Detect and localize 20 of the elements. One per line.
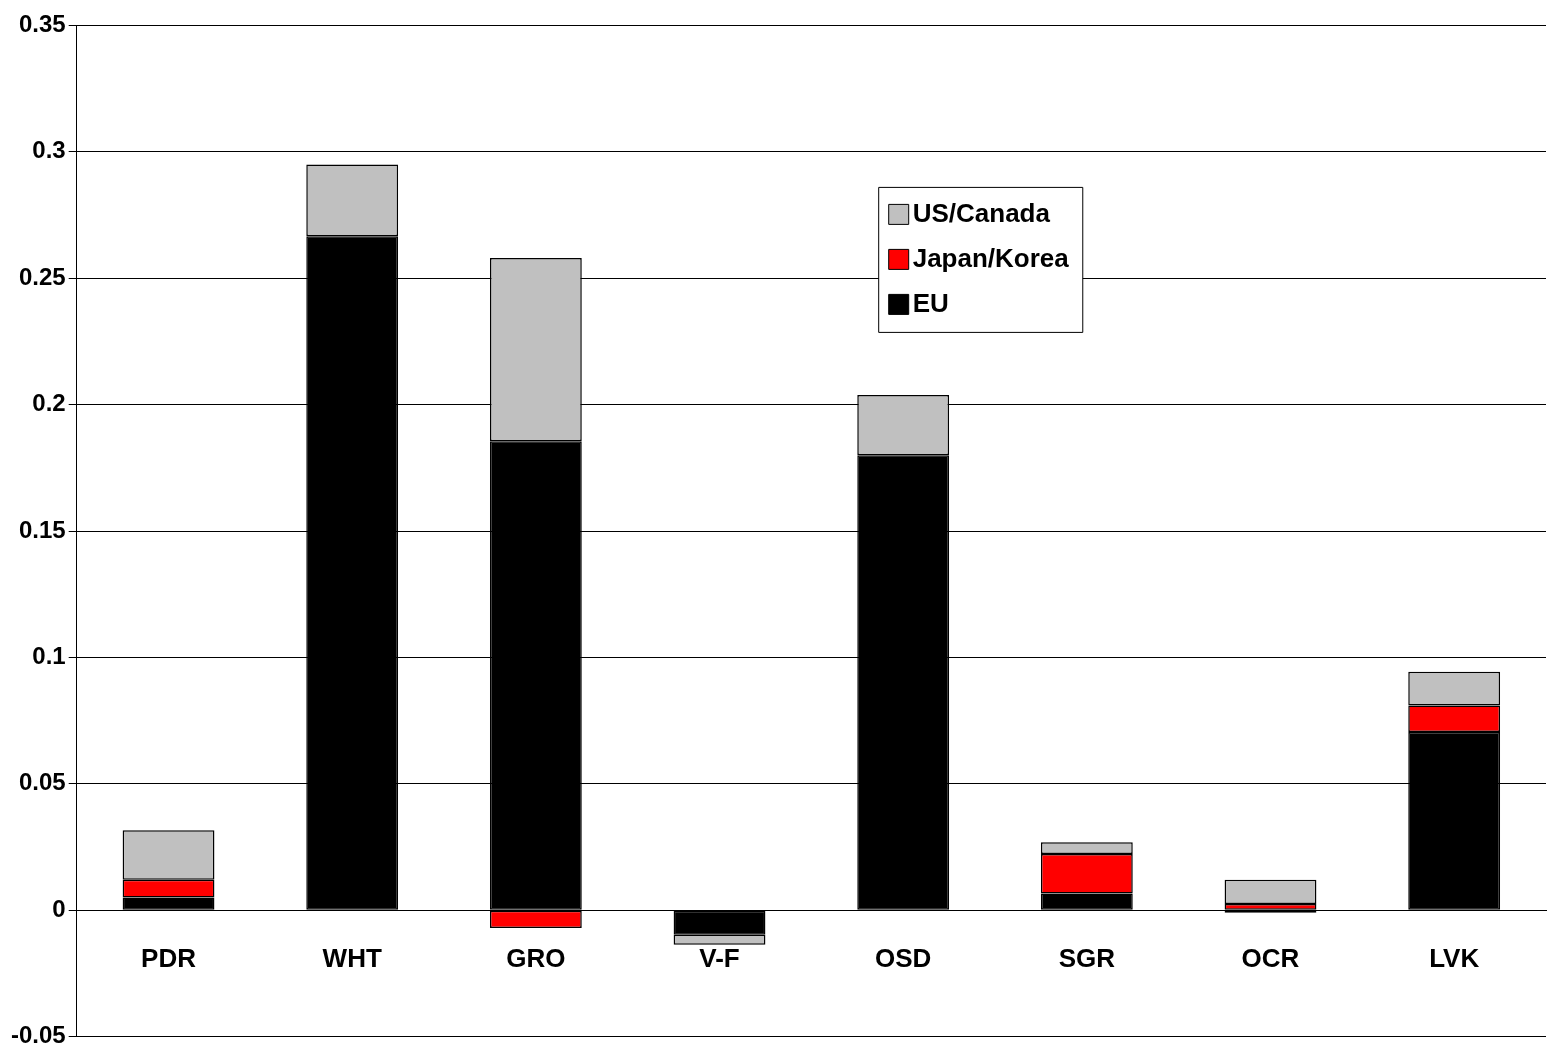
y-tick-label: 0.2 xyxy=(32,389,66,417)
y-tick-label: 0.15 xyxy=(18,515,66,543)
y-tick-label: 0 xyxy=(52,894,66,922)
x-tick-label: LVK xyxy=(1429,942,1480,973)
y-tick-label: 0.3 xyxy=(32,136,66,164)
x-tick-label: SGR xyxy=(1058,942,1116,973)
x-tick-label: V-F xyxy=(699,942,740,973)
y-tick-label: 0.25 xyxy=(18,262,66,290)
legend-label: Japan/Korea xyxy=(912,242,1070,273)
legend-label: EU xyxy=(912,287,949,318)
y-tick-label: 0.05 xyxy=(18,768,66,796)
x-tick-label: OCR xyxy=(1241,942,1300,973)
x-tick-label: GRO xyxy=(506,942,566,973)
x-tick-label: PDR xyxy=(141,942,197,973)
y-tick-label: 0.1 xyxy=(32,642,66,670)
y-tick-label: 0.35 xyxy=(18,10,66,38)
y-tick-label: -0.05 xyxy=(11,1021,66,1049)
x-tick-label: OSD xyxy=(875,942,932,973)
x-tick-label: WHT xyxy=(322,942,382,973)
legend-label: US/Canada xyxy=(912,197,1051,228)
